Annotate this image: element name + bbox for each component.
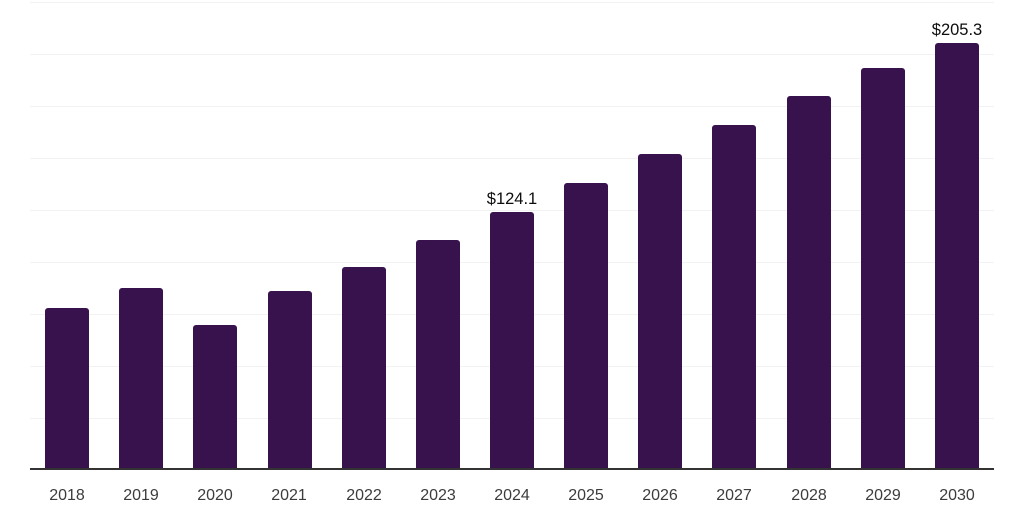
x-tick-label-2027: 2027 (716, 487, 752, 504)
data-label-2030: $205.3 (931, 21, 983, 39)
bar-2020 (193, 324, 237, 470)
gridline (30, 158, 994, 159)
x-tick-label-2023: 2023 (420, 487, 456, 504)
x-tick-label-2028: 2028 (791, 487, 827, 504)
x-tick-label-2025: 2025 (568, 487, 604, 504)
x-axis-line (30, 468, 994, 470)
x-tick-label-2021: 2021 (271, 487, 307, 504)
bar-2024 (490, 211, 534, 470)
gridline (30, 210, 994, 211)
bar-2021 (268, 291, 312, 470)
gridline (30, 54, 994, 55)
x-tick-label-2018: 2018 (49, 487, 85, 504)
x-tick-label-2022: 2022 (346, 487, 382, 504)
bar-2026 (638, 153, 682, 470)
x-tick-label-2026: 2026 (642, 487, 678, 504)
bar-2018 (45, 307, 89, 470)
bar-2028 (787, 96, 831, 470)
x-tick-label-2029: 2029 (865, 487, 901, 504)
bar-2025 (564, 183, 608, 470)
x-tick-label-2020: 2020 (197, 487, 233, 504)
bar-2027 (712, 124, 756, 470)
bar-2029 (861, 67, 905, 470)
x-tick-label-2030: 2030 (939, 487, 975, 504)
gridline (30, 2, 994, 3)
x-tick-label-2024: 2024 (494, 487, 530, 504)
bar-2030 (935, 43, 979, 470)
gridline (30, 106, 994, 107)
x-tick-label-2019: 2019 (123, 487, 159, 504)
bar-2019 (119, 288, 163, 470)
bar-2022 (342, 266, 386, 470)
data-label-2024: $124.1 (486, 190, 538, 208)
bar-2023 (416, 240, 460, 470)
